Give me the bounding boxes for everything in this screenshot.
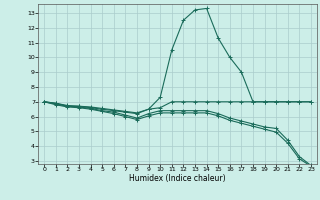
X-axis label: Humidex (Indice chaleur): Humidex (Indice chaleur)	[129, 174, 226, 183]
